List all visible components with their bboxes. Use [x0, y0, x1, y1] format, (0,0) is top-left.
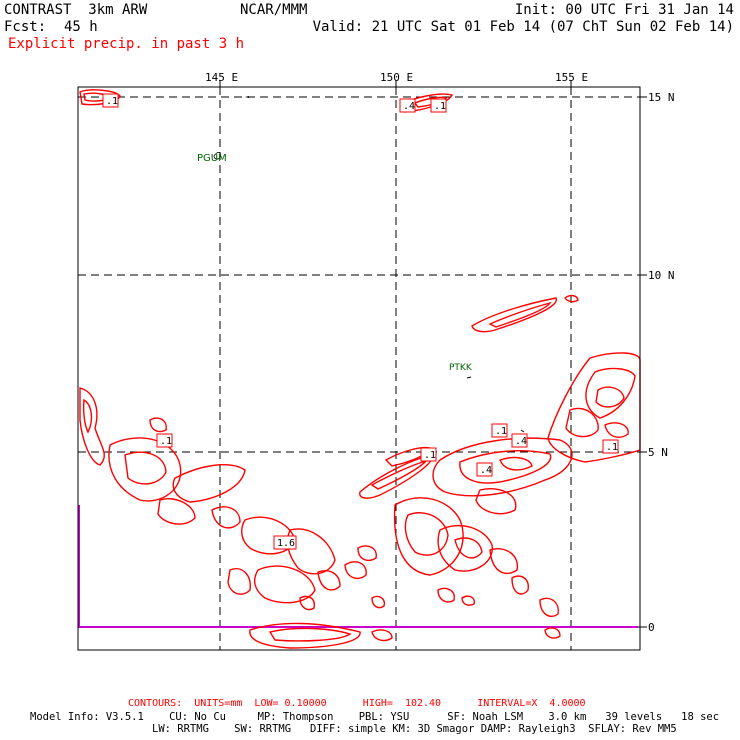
- station-ptkk: PTKK: [449, 363, 473, 379]
- svg-text:.1: .1: [434, 101, 446, 112]
- contour-cell: [539, 597, 559, 618]
- contour-cell: [437, 524, 493, 572]
- contour-cell: [459, 450, 552, 484]
- station-label-pgum: PGUM: [197, 153, 227, 164]
- svg-text:.4: .4: [515, 436, 527, 447]
- contour-label: .1: [430, 98, 447, 113]
- contour-label: .1: [420, 447, 437, 462]
- contour-label: 1.6: [273, 535, 297, 550]
- svg-text:.4: .4: [480, 465, 492, 476]
- contour-cell: [604, 422, 629, 438]
- contour-cell: [82, 398, 93, 434]
- contour-cell: [488, 301, 552, 328]
- svg-text:.4: .4: [403, 101, 415, 112]
- svg-text:.1: .1: [106, 96, 118, 107]
- svg-text:.1: .1: [495, 426, 507, 437]
- contour-cell: [124, 451, 167, 485]
- contour-cell: [253, 565, 316, 604]
- contour-cell: [149, 417, 167, 433]
- contour-cell: [404, 512, 449, 556]
- lon-grid: [78, 87, 640, 650]
- contour-label: .1: [602, 439, 619, 454]
- contour-cell: [211, 506, 241, 529]
- contour-cell: [489, 548, 519, 575]
- contour-cell: [471, 297, 557, 333]
- contour-cell: [317, 570, 341, 591]
- contour-cell: [565, 407, 599, 438]
- contour-cell: [227, 568, 251, 595]
- precip-contours: [79, 89, 641, 649]
- contours-info: CONTOURS: UNITS=mm LOW= 0.10000 HIGH= 10…: [128, 698, 586, 709]
- model-info-line2: LW: RRTMG SW: RRTMG DIFF: simple KM: 3D …: [152, 723, 677, 735]
- island-outline: [245, 96, 249, 98]
- station-pgum: PGUM: [197, 152, 227, 164]
- lon-label-145: 145 E: [205, 71, 238, 84]
- tick-marks: [219, 80, 647, 628]
- contour-cell: [344, 561, 367, 580]
- contour-cell: [432, 437, 573, 497]
- field-title: Explicit precip. in past 3 h: [8, 36, 245, 52]
- lon-label-150: 150 E: [380, 71, 413, 84]
- island-outline: [213, 152, 221, 160]
- contour-cell: [371, 595, 386, 609]
- svg-text:.1: .1: [606, 442, 618, 453]
- island-outline: [466, 376, 472, 379]
- contour-cell: [499, 456, 533, 471]
- valid-time: Valid: 21 UTC Sat 01 Feb 14 (07 ChT Sun …: [312, 19, 734, 35]
- contour-cell: [357, 545, 377, 561]
- station-label-ptkk: PTKK: [449, 363, 473, 373]
- contour-cell: [249, 622, 361, 649]
- axis-labels: 145 E 150 E 155 E 15 N 10 N 5 N 0: [205, 71, 675, 634]
- lat-label-5: 5 N: [648, 446, 668, 459]
- svg-text:.1: .1: [160, 436, 172, 447]
- lat-label-0: 0: [648, 621, 655, 634]
- svg-text:1.6: 1.6: [277, 538, 295, 549]
- init-time: Init: 00 UTC Fri 31 Jan 14: [514, 2, 734, 18]
- org-label: NCAR/MMM: [240, 2, 308, 18]
- contour-cell: [595, 386, 625, 408]
- domain-boundary: [78, 505, 638, 628]
- contour-cell: [79, 89, 121, 106]
- island-outline: [520, 429, 525, 433]
- contour-cell: [393, 497, 464, 576]
- map-frame: [77, 86, 641, 651]
- lat-label-10: 10 N: [648, 269, 675, 282]
- contour-cell: [108, 437, 182, 502]
- contour-cell: [585, 367, 636, 419]
- contour-cell: [437, 587, 455, 603]
- contour-cell: [413, 96, 448, 108]
- contour-label: .4: [399, 98, 416, 113]
- contour-cell: [268, 627, 352, 642]
- model-info-line1: Model Info: V3.5.1 CU: No Cu MP: Thompso…: [30, 711, 720, 723]
- contour-labels: .1 .4 .1 .1 .1 .4 .1 .4 .1 1.6: [102, 93, 619, 550]
- svg-text:.1: .1: [424, 450, 436, 461]
- contour-label: .1: [156, 433, 173, 448]
- contour-cell: [371, 629, 393, 642]
- contour-cell: [359, 454, 433, 499]
- model-title: CONTRAST 3km ARW: [4, 2, 148, 18]
- contour-cell: [475, 488, 517, 515]
- forecast-hours: 45 h: [64, 19, 98, 35]
- contour-label: .4: [476, 462, 493, 477]
- contour-cell: [79, 387, 105, 466]
- contour-cell: [157, 498, 196, 525]
- contour-label: .1: [491, 423, 508, 438]
- forecast-label: Fcst:: [4, 19, 47, 35]
- contour-cell: [461, 595, 475, 606]
- lon-label-155: 155 E: [555, 71, 588, 84]
- contour-cell: [454, 537, 483, 559]
- lat-label-15: 15 N: [648, 91, 675, 104]
- contour-cell: [511, 575, 529, 595]
- contour-label: .4: [511, 433, 528, 448]
- contour-cell: [401, 93, 454, 113]
- contour-cell: [564, 294, 579, 303]
- contour-cell: [172, 464, 246, 503]
- contour-cell: [241, 516, 296, 555]
- contour-cell: [547, 352, 641, 463]
- contour-cell: [544, 627, 561, 639]
- contour-cell: [299, 595, 315, 611]
- contour-label: .1: [102, 93, 119, 108]
